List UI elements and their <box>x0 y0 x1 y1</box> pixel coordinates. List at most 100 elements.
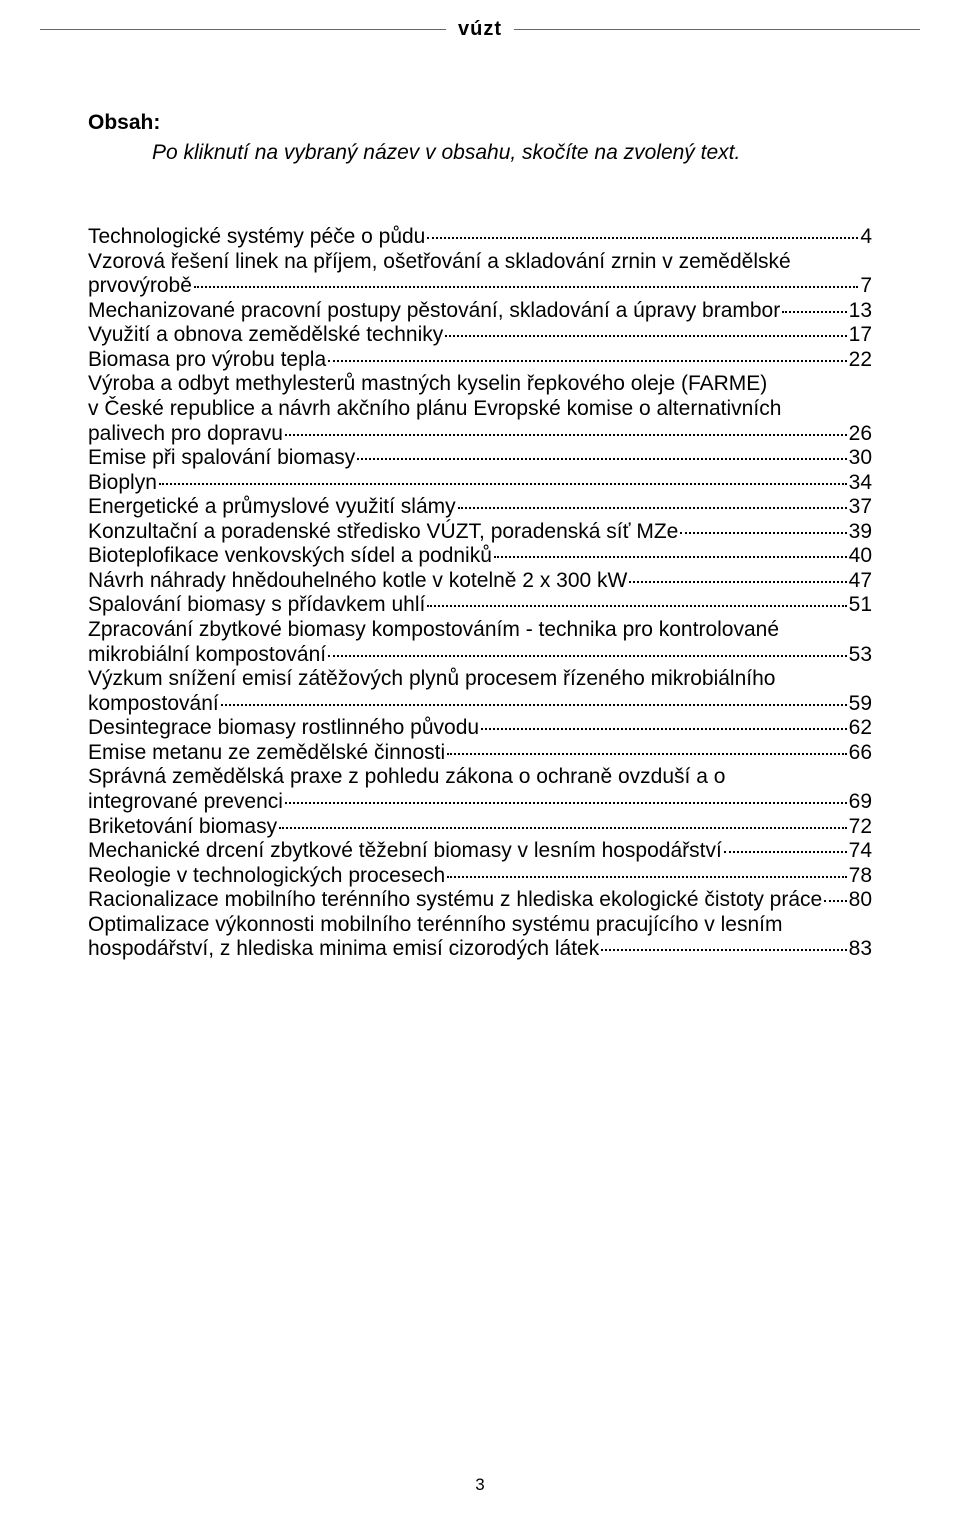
toc-dots <box>782 311 846 313</box>
toc-entry[interactable]: Výzkum snížení emisí zátěžových plynů pr… <box>88 667 872 716</box>
toc-entry[interactable]: Bioplyn 34 <box>88 471 872 496</box>
toc-dots <box>629 581 846 583</box>
toc-entry[interactable]: Návrh náhrady hnědouhelného kotle v kote… <box>88 569 872 594</box>
toc-entry-page: 39 <box>849 520 872 545</box>
toc-entry-label: Konzultační a poradenské středisko VÚZT,… <box>88 520 678 545</box>
toc-entry-label: Návrh náhrady hnědouhelného kotle v kote… <box>88 569 627 594</box>
toc-entry[interactable]: Energetické a průmyslové využití slámy 3… <box>88 495 872 520</box>
toc-dots <box>221 704 847 706</box>
toc-entry-line: Optimalizace výkonnosti mobilního terénn… <box>88 913 872 938</box>
header-rule-left <box>40 29 446 30</box>
toc-dots <box>481 728 847 730</box>
toc-entry-label: hospodářství, z hlediska minima emisí ci… <box>88 937 599 962</box>
toc-entry[interactable]: Spalování biomasy s přídavkem uhlí 51 <box>88 593 872 618</box>
toc-entry-label: Mechanizované pracovní postupy pěstování… <box>88 299 780 324</box>
toc-entry[interactable]: Mechanizované pracovní postupy pěstování… <box>88 299 872 324</box>
toc-entry-page: 74 <box>849 839 872 864</box>
logo: vúzt <box>458 18 502 41</box>
toc-dots <box>680 532 846 534</box>
toc-dots <box>328 655 847 657</box>
toc-dots <box>279 827 847 829</box>
toc-entry-page: 26 <box>849 422 872 447</box>
toc-dots <box>824 900 846 902</box>
toc-dots <box>328 360 847 362</box>
toc-entry-page: 30 <box>849 446 872 471</box>
toc-entry-page: 37 <box>849 495 872 520</box>
toc-entry-label: Mechanické drcení zbytkové těžební bioma… <box>88 839 722 864</box>
toc-dots <box>458 507 847 509</box>
toc-entry[interactable]: Racionalizace mobilního terénního systém… <box>88 888 872 913</box>
toc-list: Technologické systémy péče o půdu 4Vzoro… <box>88 225 872 962</box>
toc-entry-page: 7 <box>860 274 872 299</box>
toc-entry[interactable]: Výroba a odbyt methylesterů mastných kys… <box>88 372 872 446</box>
toc-dots <box>724 851 847 853</box>
page: vúzt Obsah: Po kliknutí na vybraný název… <box>0 0 960 1523</box>
toc-entry-page: 34 <box>849 471 872 496</box>
toc-entry-page: 53 <box>849 643 872 668</box>
toc-entry-page: 40 <box>849 544 872 569</box>
toc-entry-label: Energetické a průmyslové využití slámy <box>88 495 456 520</box>
content: Obsah: Po kliknutí na vybraný název v ob… <box>0 41 960 1002</box>
toc-dots <box>494 556 847 558</box>
toc-entry-page: 72 <box>849 815 872 840</box>
toc-entry[interactable]: Vzorová řešení linek na příjem, ošetřová… <box>88 250 872 299</box>
toc-entry[interactable]: Desintegrace biomasy rostlinného původu … <box>88 716 872 741</box>
toc-entry-label: Technologické systémy péče o půdu <box>88 225 425 250</box>
toc-entry-label: mikrobiální kompostování <box>88 643 326 668</box>
toc-entry-line: v České republice a návrh akčního plánu … <box>88 397 872 422</box>
toc-entry[interactable]: Briketování biomasy 72 <box>88 815 872 840</box>
toc-entry[interactable]: Bioteplofikace venkovských sídel a podni… <box>88 544 872 569</box>
toc-entry-label: Spalování biomasy s přídavkem uhlí <box>88 593 425 618</box>
toc-entry-label: kompostování <box>88 692 219 717</box>
toc-entry[interactable]: Technologické systémy péče o půdu 4 <box>88 225 872 250</box>
toc-entry-page: 17 <box>849 323 872 348</box>
toc-dots <box>285 802 847 804</box>
toc-entry-label: Desintegrace biomasy rostlinného původu <box>88 716 479 741</box>
header-rule-right <box>514 29 920 30</box>
toc-entry[interactable]: Emise při spalování biomasy 30 <box>88 446 872 471</box>
toc-dots <box>285 434 847 436</box>
toc-entry-label: Bioteplofikace venkovských sídel a podni… <box>88 544 492 569</box>
toc-dots <box>447 753 846 755</box>
toc-entry[interactable]: Optimalizace výkonnosti mobilního terénn… <box>88 913 872 962</box>
toc-entry-page: 80 <box>849 888 872 913</box>
toc-dots <box>194 286 858 288</box>
toc-dots <box>159 483 847 485</box>
toc-dots <box>445 335 846 337</box>
toc-entry-page: 13 <box>849 299 872 324</box>
toc-dots <box>601 949 846 951</box>
toc-entry-label: Emise metanu ze zemědělské činnosti <box>88 741 445 766</box>
toc-entry-page: 4 <box>860 225 872 250</box>
toc-entry-page: 78 <box>849 864 872 889</box>
toc-entry-label: Racionalizace mobilního terénního systém… <box>88 888 822 913</box>
toc-entry[interactable]: Využití a obnova zemědělské techniky 17 <box>88 323 872 348</box>
toc-dots <box>357 458 846 460</box>
toc-entry[interactable]: Správná zemědělská praxe z pohledu zákon… <box>88 765 872 814</box>
toc-entry-label: Využití a obnova zemědělské techniky <box>88 323 443 348</box>
toc-entry-page: 62 <box>849 716 872 741</box>
toc-dots <box>447 876 846 878</box>
toc-dots <box>427 605 846 607</box>
toc-entry[interactable]: Konzultační a poradenské středisko VÚZT,… <box>88 520 872 545</box>
toc-entry-label: Emise při spalování biomasy <box>88 446 355 471</box>
toc-entry-page: 51 <box>849 593 872 618</box>
toc-title: Obsah: <box>88 111 872 135</box>
toc-entry-label: palivech pro dopravu <box>88 422 283 447</box>
toc-entry-label: Biomasa pro výrobu tepla <box>88 348 326 373</box>
toc-entry-page: 66 <box>849 741 872 766</box>
toc-entry-page: 69 <box>849 790 872 815</box>
toc-entry[interactable]: Emise metanu ze zemědělské činnosti 66 <box>88 741 872 766</box>
toc-entry-line: Vzorová řešení linek na příjem, ošetřová… <box>88 250 872 275</box>
toc-entry-label: Reologie v technologických procesech <box>88 864 445 889</box>
toc-entry-label: prvovýrobě <box>88 274 192 299</box>
toc-entry[interactable]: Mechanické drcení zbytkové těžební bioma… <box>88 839 872 864</box>
toc-entry-line: Správná zemědělská praxe z pohledu zákon… <box>88 765 872 790</box>
header: vúzt <box>0 0 960 41</box>
toc-entry-label: integrované prevenci <box>88 790 283 815</box>
toc-entry-label: Briketování biomasy <box>88 815 277 840</box>
toc-entry[interactable]: Reologie v technologických procesech 78 <box>88 864 872 889</box>
toc-entry-line: Zpracování zbytkové biomasy kompostování… <box>88 618 872 643</box>
toc-entry[interactable]: Zpracování zbytkové biomasy kompostování… <box>88 618 872 667</box>
toc-note: Po kliknutí na vybraný název v obsahu, s… <box>152 141 872 165</box>
toc-entry[interactable]: Biomasa pro výrobu tepla 22 <box>88 348 872 373</box>
